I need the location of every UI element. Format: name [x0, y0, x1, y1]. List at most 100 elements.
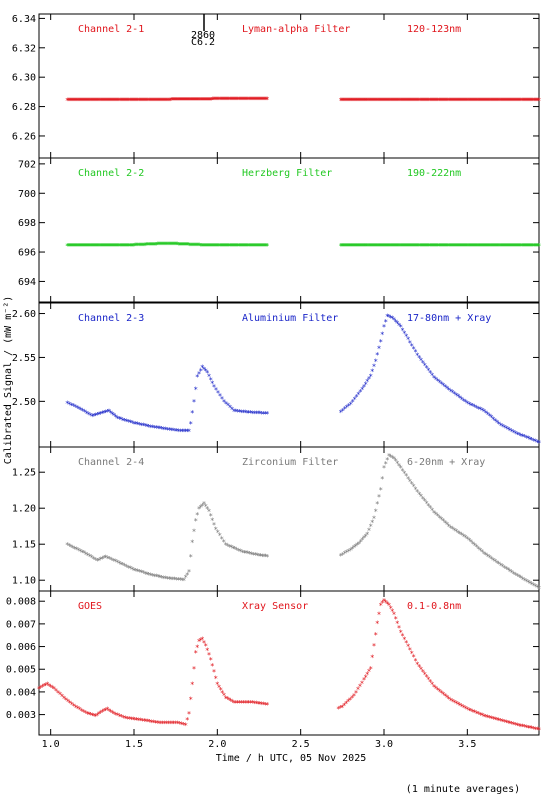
- data-point: *: [422, 96, 427, 105]
- data-point: *: [74, 242, 79, 251]
- data-point: *: [341, 242, 346, 251]
- data-point: *: [70, 96, 75, 105]
- data-point: *: [157, 719, 162, 728]
- data-point: *: [493, 96, 498, 105]
- data-point: *: [109, 556, 114, 565]
- y-tick-label: 1.10: [12, 576, 36, 587]
- data-point: *: [517, 722, 522, 731]
- data-point: *: [353, 96, 358, 105]
- data-point: *: [513, 96, 518, 105]
- data-point: *: [197, 242, 202, 251]
- data-point: *: [504, 425, 509, 434]
- data-point: *: [81, 242, 86, 251]
- data-point: *: [419, 242, 424, 251]
- data-point: *: [398, 96, 403, 105]
- data-point: *: [474, 96, 479, 105]
- data-point: *: [373, 357, 378, 366]
- data-point: *: [430, 681, 435, 690]
- data-point: *: [346, 547, 351, 556]
- data-point: *: [103, 554, 108, 563]
- data-point: *: [257, 552, 262, 561]
- data-point: *: [181, 721, 186, 730]
- data-point: *: [524, 723, 529, 732]
- data-point: *: [341, 96, 346, 105]
- data-point: *: [460, 396, 465, 405]
- data-point: *: [366, 242, 371, 251]
- data-point: *: [202, 500, 207, 509]
- filter-label: Xray Sensor: [242, 601, 308, 612]
- data-point: *: [69, 96, 74, 105]
- data-point: *: [88, 711, 93, 720]
- data-point: *: [172, 719, 177, 728]
- data-point: *: [113, 242, 118, 251]
- data-point: *: [360, 679, 365, 688]
- data-point: *: [235, 96, 240, 105]
- data-point: *: [485, 242, 490, 251]
- data-point: *: [263, 553, 268, 562]
- data-point: *: [250, 96, 255, 105]
- data-point: *: [195, 511, 200, 520]
- data-point: *: [234, 242, 239, 251]
- data-point: *: [158, 574, 163, 583]
- data-point: *: [87, 242, 92, 251]
- x-tick-label: 1.0: [42, 739, 60, 750]
- data-point: *: [510, 720, 515, 729]
- data-point: *: [105, 706, 110, 715]
- data-point: *: [209, 242, 214, 251]
- data-point: *: [465, 535, 470, 544]
- data-point: *: [105, 408, 110, 417]
- data-point: *: [506, 242, 511, 251]
- data-point: *: [224, 400, 229, 409]
- data-point: *: [348, 546, 353, 555]
- data-point: *: [66, 697, 71, 706]
- data-point: *: [97, 96, 102, 105]
- data-point: *: [126, 96, 131, 105]
- data-point: *: [499, 96, 504, 105]
- data-point: *: [438, 96, 443, 105]
- data-point: *: [94, 242, 99, 251]
- data-point: *: [389, 242, 394, 251]
- data-point: *: [419, 665, 424, 674]
- data-point: *: [141, 422, 146, 431]
- data-point: *: [223, 96, 228, 105]
- data-point: *: [180, 428, 185, 437]
- data-point: *: [100, 96, 105, 105]
- data-point: *: [233, 96, 238, 105]
- data-point: *: [127, 242, 132, 251]
- data-point: *: [183, 241, 188, 250]
- data-point: *: [511, 721, 516, 730]
- data-point: *: [387, 242, 392, 251]
- data-point: *: [216, 242, 221, 251]
- data-point: *: [172, 576, 177, 585]
- data-point: *: [81, 407, 86, 416]
- data-point: *: [504, 96, 509, 105]
- data-point: *: [404, 333, 409, 342]
- data-point: *: [525, 242, 530, 251]
- data-point: *: [110, 709, 115, 718]
- data-point: *: [394, 242, 399, 251]
- data-point: *: [443, 96, 448, 105]
- data-point: *: [145, 241, 150, 250]
- data-point: *: [443, 383, 448, 392]
- data-point: *: [459, 242, 464, 251]
- data-point: *: [198, 367, 203, 376]
- data-point: *: [208, 656, 213, 665]
- data-point: *: [439, 689, 444, 698]
- data-point: *: [496, 96, 501, 105]
- data-point: *: [435, 242, 440, 251]
- data-point: *: [261, 410, 266, 419]
- data-point: *: [100, 242, 105, 251]
- data-point: *: [375, 96, 380, 105]
- data-point: *: [494, 242, 499, 251]
- data-point: *: [248, 699, 253, 708]
- data-point: *: [366, 96, 371, 105]
- data-point: *: [376, 96, 381, 105]
- data-point: *: [521, 575, 526, 584]
- data-point: *: [353, 542, 358, 551]
- data-point: *: [521, 96, 526, 105]
- data-point: *: [431, 242, 436, 251]
- data-point: *: [104, 96, 109, 105]
- data-point: *: [246, 96, 251, 105]
- data-point: *: [400, 632, 405, 641]
- data-point: *: [151, 719, 156, 728]
